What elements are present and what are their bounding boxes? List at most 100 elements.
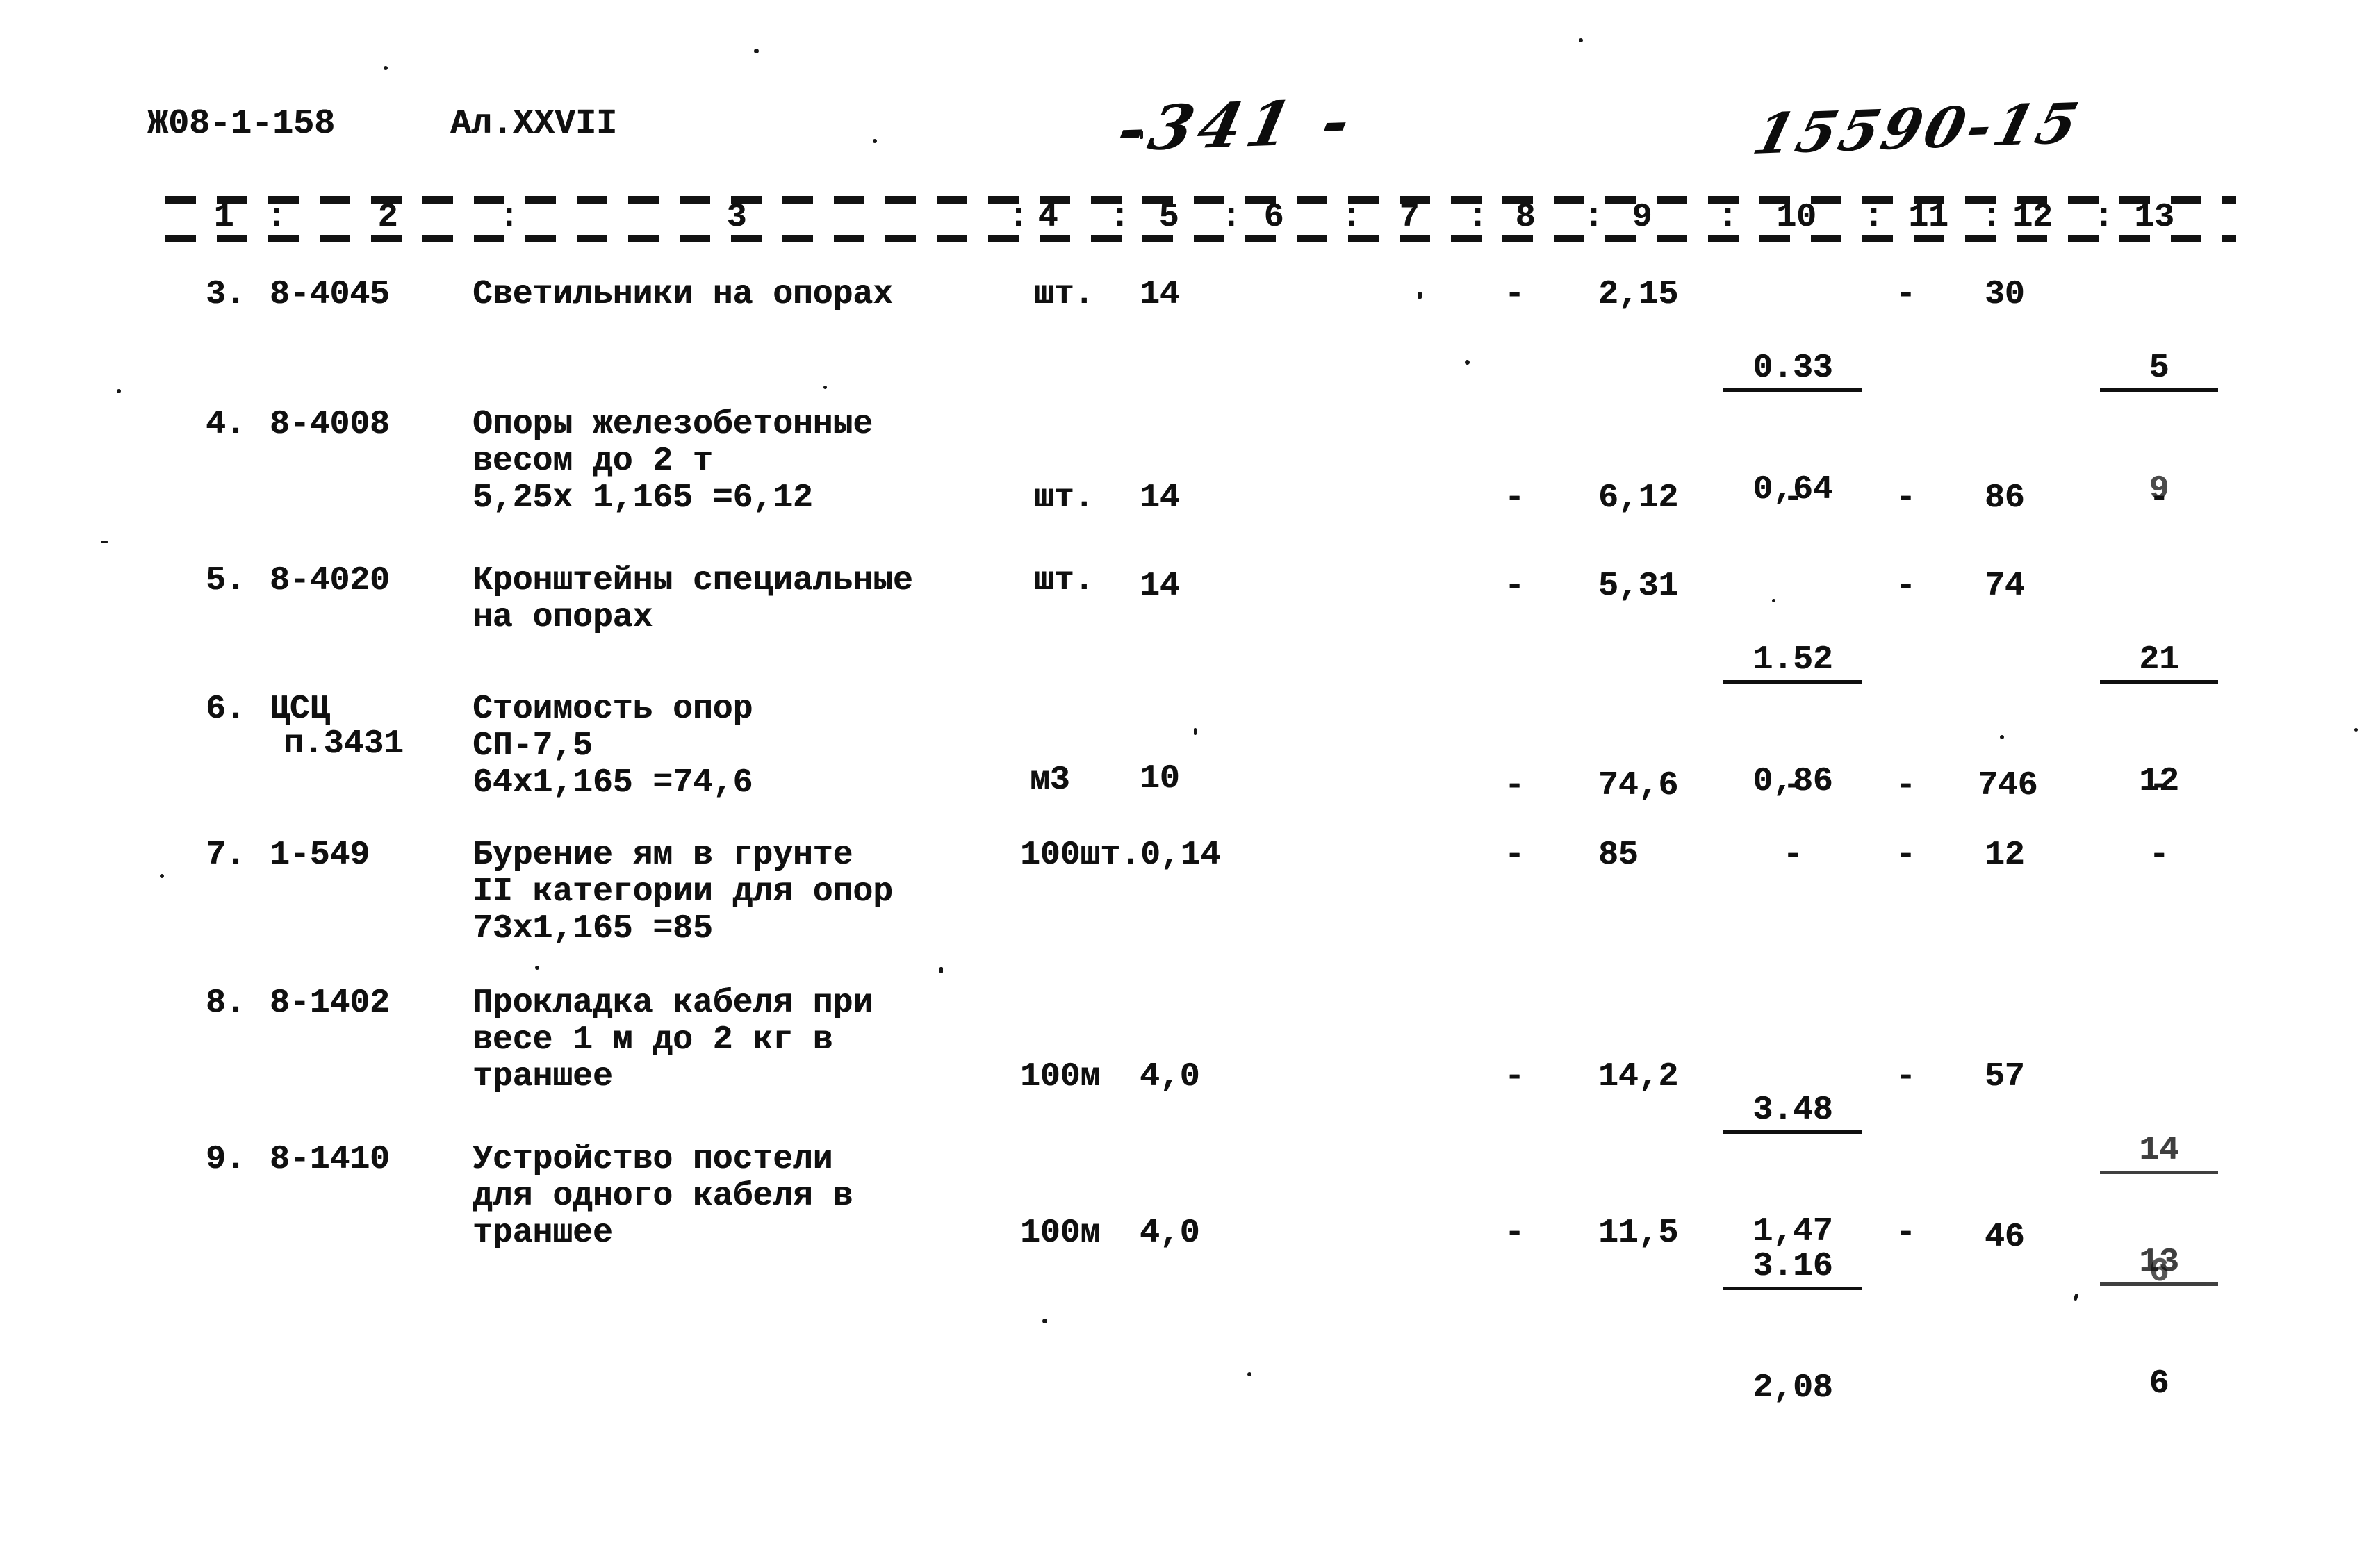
quantity-cell: 14 (1140, 276, 1180, 313)
row-code: 1-549 (270, 836, 370, 874)
col12-value: 57 (1985, 1058, 2025, 1096)
desc-line: Опоры железобетонные (473, 406, 873, 443)
row-number: 8. (206, 984, 246, 1022)
row-code: 8-1402 (270, 984, 390, 1022)
desc-line: 73х1,165 =85 (473, 910, 713, 948)
col-header-7: 7 (1399, 199, 1420, 236)
col10-fraction: 1.52 0,86 (1723, 568, 1862, 874)
col-header-8: 8 (1515, 199, 1536, 236)
col12-value: 12 (1985, 836, 2025, 874)
col13-value: - (2149, 836, 2169, 874)
row-number: 7. (206, 836, 246, 874)
noise-speck (2000, 735, 2004, 739)
col-header-11: 11 (1908, 199, 1948, 236)
fraction-top: 13 (2100, 1244, 2218, 1286)
noise-speck (2354, 728, 2358, 732)
col-separator: : (2094, 199, 2114, 236)
col-separator: : (1008, 199, 1028, 236)
noise-speck (1140, 131, 1143, 139)
col-header-1: 1 (213, 199, 234, 236)
desc-line: 64х1,165 =74,6 (473, 764, 753, 802)
col-separator: : (266, 199, 286, 236)
col10-value: - (1782, 479, 1803, 517)
col11-value: - (1896, 276, 1916, 313)
col9-value: 11,5 (1598, 1214, 1679, 1252)
row-number: 5. (206, 562, 246, 600)
fraction-bottom: 9 (2149, 471, 2169, 509)
desc-line: на опорах (473, 599, 653, 636)
col-header-4: 4 (1037, 199, 1058, 236)
col8-value: - (1504, 276, 1525, 313)
fraction-top: 5 (2100, 350, 2218, 392)
col-separator: : (1981, 199, 2001, 236)
album-label: Ал.XXVII (450, 104, 618, 144)
quantity-cell: 4,0 (1140, 1058, 1200, 1096)
quantity-cell: 4,0 (1140, 1214, 1200, 1252)
unit-cell: шт. (1034, 276, 1094, 313)
col9-value: 74,6 (1598, 767, 1679, 805)
noise-speck (1418, 292, 1422, 299)
desc-line: для одного кабеля в (473, 1178, 853, 1215)
fraction-bottom: 1,47 (1753, 1213, 1833, 1251)
col-separator: : (1718, 199, 1738, 236)
desc-line: траншее (473, 1214, 613, 1252)
col11-value: - (1896, 767, 1916, 805)
col-header-10: 10 (1776, 199, 1816, 236)
desc-line: весе 1 м до 2 кг в (473, 1021, 833, 1059)
fraction-top: 14 (2100, 1132, 2218, 1174)
col9-value: 5,31 (1598, 568, 1679, 605)
desc-line: Устройство постели (473, 1141, 833, 1178)
row-code: 8-4020 (270, 562, 390, 600)
col8-value: - (1504, 1214, 1525, 1252)
noise-speck (823, 386, 827, 389)
quantity-cell: 14 (1140, 568, 1180, 605)
desc-line: СП-7,5 (473, 727, 593, 765)
col-header-13: 13 (2134, 199, 2174, 236)
noise-speck (160, 874, 164, 878)
col-header-9: 9 (1632, 199, 1652, 236)
col10-fraction: 3.48 1,47 (1723, 1018, 1862, 1324)
col12-value: 86 (1985, 479, 2025, 517)
col-separator: : (1110, 199, 1130, 236)
row-code: 8-1410 (270, 1141, 390, 1178)
unit-cell: шт. (1034, 479, 1094, 517)
col12-value: 74 (1985, 568, 2025, 605)
unit-cell: 100шт. (1020, 836, 1140, 874)
fraction-bottom: 12 (2139, 763, 2179, 800)
col13-fraction: 5 9 (2100, 277, 2218, 582)
quantity-cell: 14 (1140, 479, 1180, 517)
noise-speck (117, 389, 121, 393)
col-header-12: 12 (2012, 199, 2053, 236)
noise-speck (754, 49, 759, 53)
fraction-bottom: 0,86 (1753, 763, 1833, 800)
col12-value: 30 (1985, 276, 2025, 313)
desc-line: Светильники на опорах (473, 276, 893, 313)
unit-cell: м3 (1030, 761, 1070, 799)
row-code: 8-4045 (270, 276, 390, 313)
fraction-bottom: 2,08 (1753, 1369, 1833, 1407)
dashed-rule-top (165, 196, 2236, 204)
col8-value: - (1504, 568, 1525, 605)
fraction-bottom: 0,64 (1753, 471, 1833, 509)
col11-value: - (1896, 479, 1916, 517)
unit-cell: 100м (1020, 1058, 1101, 1096)
desc-line: траншее (473, 1058, 613, 1096)
dashed-rule-bottom (165, 235, 2236, 242)
row-code-line2: п.3431 (284, 725, 404, 763)
col8-value: - (1504, 479, 1525, 517)
desc-line: II категории для опор (473, 873, 893, 911)
col8-value: - (1504, 1058, 1525, 1096)
col11-value: - (1896, 1058, 1916, 1096)
col12-value: 746 (1978, 767, 2038, 805)
col-separator: : (499, 199, 519, 236)
fraction-top: 21 (2100, 642, 2218, 684)
col-separator: : (1221, 199, 1241, 236)
noise-speck (1772, 599, 1775, 602)
row-code: ЦСЦ (270, 691, 330, 728)
quantity-cell: 0,14 (1140, 836, 1221, 874)
noise-speck (1194, 728, 1197, 735)
fraction-bottom: 6 (2149, 1365, 2169, 1403)
noise-speck (1042, 1319, 1047, 1323)
noise-speck (1247, 1372, 1251, 1376)
desc-line: Бурение ям в грунте (473, 836, 853, 874)
